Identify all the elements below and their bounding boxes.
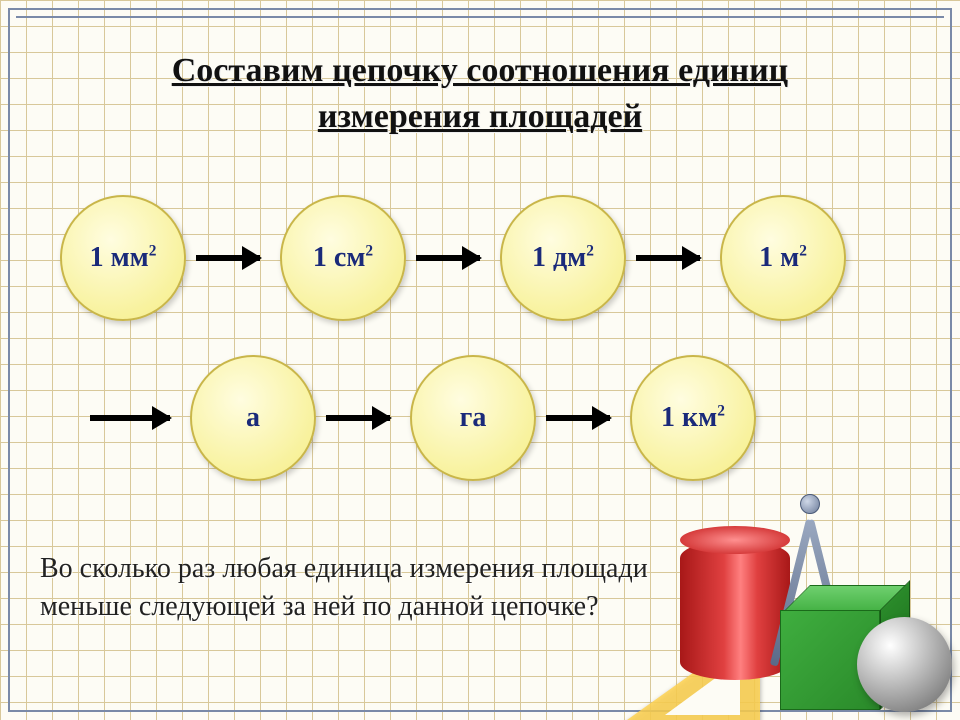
arrow-icon bbox=[546, 415, 610, 421]
unit-circle-a: а bbox=[190, 355, 316, 481]
slide-title: Составим цепочку соотношения единиц изме… bbox=[0, 48, 960, 140]
unit-circle-km2: 1 км2 bbox=[630, 355, 756, 481]
question-text: Во сколько раз любая единица измерения п… bbox=[40, 550, 680, 626]
unit-label: га bbox=[460, 402, 487, 434]
arrow-icon bbox=[90, 415, 170, 421]
unit-circle-cm2: 1 см2 bbox=[280, 195, 406, 321]
unit-label: 1 км2 bbox=[661, 402, 725, 434]
arrow-icon bbox=[196, 255, 260, 261]
title-line-1: Составим цепочку соотношения единиц bbox=[172, 52, 789, 89]
unit-label: 1 м2 bbox=[759, 242, 807, 274]
unit-label: 1 мм2 bbox=[90, 242, 157, 274]
slide: Составим цепочку соотношения единиц изме… bbox=[0, 0, 960, 720]
arrow-icon bbox=[416, 255, 480, 261]
arrow-icon bbox=[636, 255, 700, 261]
arrow-icon bbox=[326, 415, 390, 421]
unit-circle-ha: га bbox=[410, 355, 536, 481]
unit-circle-m2: 1 м2 bbox=[720, 195, 846, 321]
unit-label: 1 см2 bbox=[313, 242, 373, 274]
unit-circle-mm2: 1 мм2 bbox=[60, 195, 186, 321]
unit-circle-dm2: 1 дм2 bbox=[500, 195, 626, 321]
unit-label: а bbox=[246, 402, 260, 434]
unit-label: 1 дм2 bbox=[532, 242, 594, 274]
title-line-2: измерения площадей bbox=[318, 98, 642, 135]
